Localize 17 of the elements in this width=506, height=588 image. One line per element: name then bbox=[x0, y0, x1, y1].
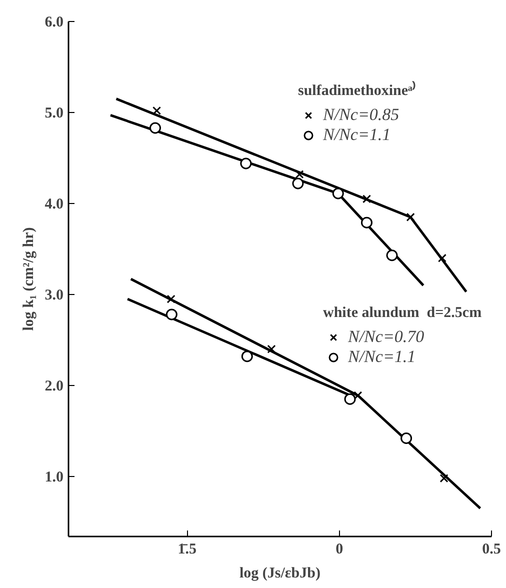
y-tick-label: 1.0 bbox=[44, 469, 64, 486]
y-tick-label: 5.0 bbox=[44, 105, 64, 122]
legend-label: N/Nc=1.1 bbox=[348, 347, 416, 367]
y-tick-label: 6.0 bbox=[44, 14, 64, 30]
x-tick-label: 1̄.5 bbox=[178, 542, 197, 558]
legend-label: N/Nc=0.70 bbox=[348, 327, 424, 347]
annotation: white alundum d=2.5cm bbox=[323, 305, 482, 322]
x-tick-label: 0 bbox=[336, 542, 344, 558]
legend-label: N/Nc=0.85 bbox=[323, 105, 400, 125]
legend-label: N/Nc=1.1 bbox=[323, 125, 391, 145]
x-tick-label: 0.5 bbox=[482, 542, 501, 558]
y-tick-label: 3.0 bbox=[44, 287, 64, 304]
annotation: sulfadimethoxineᵃ⁾ bbox=[298, 80, 416, 100]
y-tick-label: 2.0 bbox=[44, 378, 64, 394]
y-axis-title: log k₁ (cm²/g hr) bbox=[20, 227, 37, 331]
x-axis-title: log (Js/εbJb) bbox=[239, 566, 321, 582]
y-tick-label: 4.0 bbox=[44, 196, 64, 212]
